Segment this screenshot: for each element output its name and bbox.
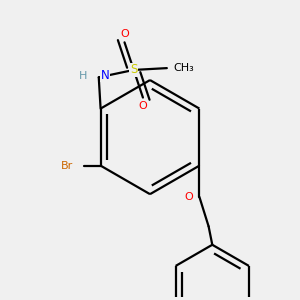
Text: O: O	[185, 192, 194, 202]
Text: S: S	[130, 63, 137, 76]
Text: Br: Br	[61, 160, 74, 171]
Text: O: O	[139, 100, 147, 111]
Text: O: O	[120, 29, 129, 39]
Text: CH₃: CH₃	[173, 63, 194, 73]
Text: N: N	[101, 69, 110, 82]
Text: H: H	[79, 71, 88, 81]
